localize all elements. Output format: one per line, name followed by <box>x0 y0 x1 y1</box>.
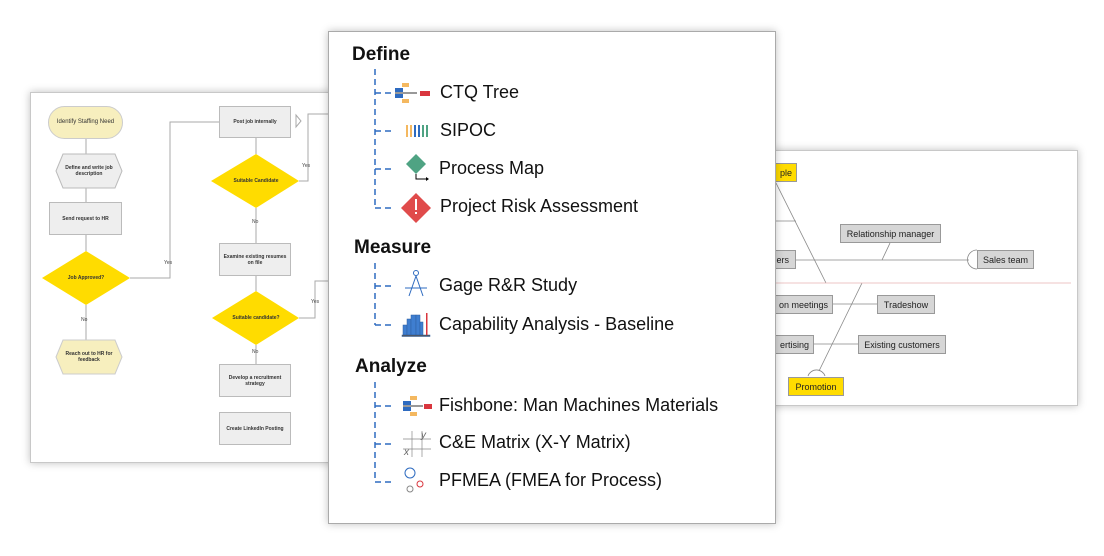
yes-label: Yes <box>164 260 173 266</box>
risk-icon <box>401 193 431 223</box>
menu-item-project-risk[interactable]: Project Risk Assessment <box>440 196 639 216</box>
decision-job-approved <box>42 251 130 305</box>
menu-item-process-map[interactable]: Process Map <box>439 158 545 178</box>
no-label: No <box>81 317 88 323</box>
menu-item-ctq-tree[interactable]: CTQ Tree <box>440 82 520 102</box>
histogram-icon <box>401 313 431 337</box>
flowchart-panel: Identify Staffing Need Define and write … <box>30 92 341 463</box>
decision-suitable-candidate <box>211 154 299 208</box>
sipoc-icon <box>406 125 428 137</box>
hexagon-reach <box>55 339 123 375</box>
tree-lines: yx <box>374 69 432 493</box>
menu-item-sipoc[interactable]: SIPOC <box>440 120 497 140</box>
menu-item-capability[interactable]: Capability Analysis - Baseline <box>439 314 675 334</box>
ctq-tree-icon <box>395 83 430 103</box>
step-examine: Examine existing resumes on file <box>219 243 291 276</box>
effect-sales-team: Sales team <box>977 250 1034 269</box>
flowchart-connectors <box>42 113 341 375</box>
step-post-job: Post job internally <box>219 106 291 138</box>
step-linkedin: Create LinkedIn Posting <box>219 412 291 445</box>
cause-tradeshow: Tradeshow <box>877 295 935 314</box>
step-reach-out: Reach out to HR for feedback <box>65 351 113 363</box>
category-promotion: Promotion <box>788 377 844 396</box>
yes-label: Yes <box>302 163 311 169</box>
decision-suitable-candidate-2 <box>212 291 299 345</box>
decision-job-approved-label: Job Approved? <box>67 275 105 281</box>
decision-suitable-label: Suitable Candidate <box>233 178 279 184</box>
step-define: Define and write job description <box>65 165 113 177</box>
matrix-icon: yx <box>403 430 431 458</box>
step-develop: Develop a recruitment strategy <box>219 364 291 397</box>
fishbone-panel: ple Relationship manager ers Sales team … <box>760 150 1078 406</box>
hexagon-define <box>55 153 123 189</box>
menu-item-pfmea[interactable]: PFMEA (FMEA for Process) <box>439 470 663 490</box>
menu-item-fishbone[interactable]: Fishbone: Man Machines Materials <box>439 395 719 415</box>
cause-meetings: on meetings <box>761 295 833 314</box>
no-label: No <box>252 349 259 355</box>
no-label: No <box>252 219 259 225</box>
svg-text:y: y <box>420 430 427 441</box>
section-define: Define <box>352 44 411 65</box>
step-send-request: Send request to HR <box>49 202 122 235</box>
section-measure: Measure <box>354 237 432 258</box>
menu-item-gage-rr[interactable]: Gage R&R Study <box>439 275 578 295</box>
yes-label: Yes <box>311 299 320 305</box>
pfmea-icon <box>404 467 424 493</box>
section-analyze: Analyze <box>355 356 427 377</box>
start-terminal: Identify Staffing Need <box>48 106 123 139</box>
fishbone-icon <box>403 396 432 416</box>
decision-suitable-2-label: Suitable candidate? <box>232 315 280 321</box>
cause-existing-customers: Existing customers <box>858 335 946 354</box>
caliper-icon <box>405 270 427 297</box>
fishbone-lines <box>761 181 1071 377</box>
svg-text:x: x <box>403 447 410 458</box>
menu-item-ce-matrix[interactable]: C&E Matrix (X-Y Matrix) <box>439 432 631 452</box>
process-map-icon <box>406 154 429 181</box>
cause-relationship-manager: Relationship manager <box>840 224 941 243</box>
